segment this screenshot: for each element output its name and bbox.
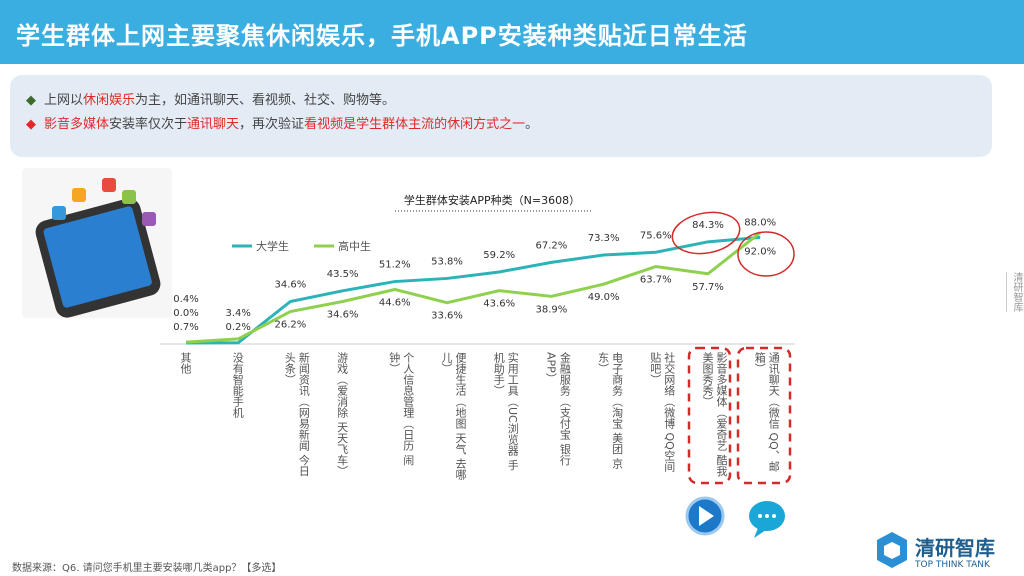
chart-title: 学生群体安装APP种类（N=3608） <box>404 193 580 207</box>
highlight-box-chat <box>736 346 792 485</box>
x-tick-label: 其他 <box>179 352 192 374</box>
play-icon <box>685 496 725 536</box>
data-label: 67.2% <box>536 240 568 251</box>
x-tick-label: 游戏（爱消除 天天飞车） <box>335 352 349 477</box>
diamond-icon: ◆ <box>26 93 36 108</box>
data-label: 92.0% <box>744 247 776 258</box>
series-line-college <box>185 235 761 345</box>
data-label: 44.6% <box>379 297 411 308</box>
data-label: 34.6% <box>327 309 359 320</box>
logo-tagline: TOP THINK TANK <box>915 560 990 570</box>
highlight-circle <box>671 211 741 255</box>
data-label: 84.3% <box>692 220 724 231</box>
phone-apps-image <box>22 168 172 318</box>
data-label: 43.6% <box>483 299 515 310</box>
highlight-circle <box>737 231 795 277</box>
x-tick-label: 个人信息管理（日历 闹钟） <box>387 352 415 466</box>
data-label: 3.4% <box>225 308 250 319</box>
legend-label-college: 大学生 <box>256 239 289 253</box>
legend-label-highschool: 高中生 <box>338 239 371 253</box>
data-label: 26.2% <box>275 320 307 331</box>
x-tick-label: 新闻资讯（网易新闻 今日头条） <box>283 352 311 477</box>
x-tick-label: 没有智能手机 <box>231 352 245 418</box>
text: 上网以 <box>44 93 84 108</box>
logo: 清研智库 TOP THINK TANK <box>875 530 995 574</box>
data-label: 73.3% <box>588 233 620 244</box>
series-line-highschool <box>185 231 762 344</box>
data-label: 0.2% <box>225 322 250 333</box>
data-label: 0.7% <box>173 322 198 333</box>
bullet-1: ◆ 上网以休闲娱乐为主，如通讯聊天、看视频、社交、购物等。 <box>26 89 992 113</box>
data-source: 数据来源：Q6. 请问您手机里主要安装哪几类app？【多选】 <box>12 563 282 574</box>
data-label: 88.0% <box>744 217 776 228</box>
bullet-2: ◆ 影音多媒体安装率仅次于通讯聊天，再次验证看视频是学生群体主流的休闲方式之一。 <box>26 113 992 137</box>
data-label: 0.4% <box>173 294 198 305</box>
data-label: 53.8% <box>431 256 463 267</box>
key-findings: ◆ 上网以休闲娱乐为主，如通讯聊天、看视频、社交、购物等。 ◆ 影音多媒体安装率仅次… <box>10 75 992 157</box>
x-tick-label: 影音多媒体（爱奇艺 酷我 美图秀秀） <box>701 352 728 477</box>
data-label: 51.2% <box>379 260 411 271</box>
slide-title: 学生群体上网主要聚焦休闲娱乐，手机APP安装种类贴近日常生活 <box>0 0 1024 64</box>
data-label: 43.5% <box>327 269 359 280</box>
text: ，再次验证 <box>239 117 305 132</box>
x-tick-label: 便捷生活（地图 天气 去哪儿） <box>440 352 467 480</box>
side-watermark: 清研智库 <box>1006 272 1024 312</box>
text: 看视频是学生群体主流的休闲方式之一 <box>304 117 526 132</box>
text: 影音多媒体 <box>44 117 110 132</box>
logo-text: 清研智库 <box>915 536 995 560</box>
text: 通讯聊天 <box>187 117 240 132</box>
data-label: 49.0% <box>588 292 620 303</box>
x-tick-label: 金融服务（支付宝 银行APP） <box>544 352 572 466</box>
data-label: 34.6% <box>275 279 307 290</box>
data-label: 57.7% <box>692 282 724 293</box>
data-label: 38.9% <box>536 304 568 315</box>
cube-logo-icon <box>877 532 907 568</box>
diamond-icon: ◆ <box>26 117 36 132</box>
text: 安装率仅次于 <box>109 117 188 132</box>
text: 。 <box>525 117 539 132</box>
data-label: 63.7% <box>640 275 672 286</box>
data-label: 33.6% <box>431 311 463 322</box>
text: 为主，如通讯聊天、看视频、社交、购物等。 <box>135 93 396 108</box>
data-label: 59.2% <box>483 250 515 261</box>
data-label: 0.0% <box>173 308 198 319</box>
x-tick-label: 通讯聊天（微信 QQ、邮箱） <box>753 352 781 472</box>
x-tick-label: 电子商务（淘宝 美团 京东） <box>596 352 624 469</box>
chat-bubble-icon <box>749 501 785 538</box>
data-label: 75.6% <box>640 230 672 241</box>
text: 休闲娱乐 <box>83 93 136 108</box>
x-tick-label: 实用工具（UC浏览器 手机助手） <box>492 352 520 471</box>
x-tick-label: 社交网络（微博 QQ空间 贴吧） <box>648 352 676 472</box>
